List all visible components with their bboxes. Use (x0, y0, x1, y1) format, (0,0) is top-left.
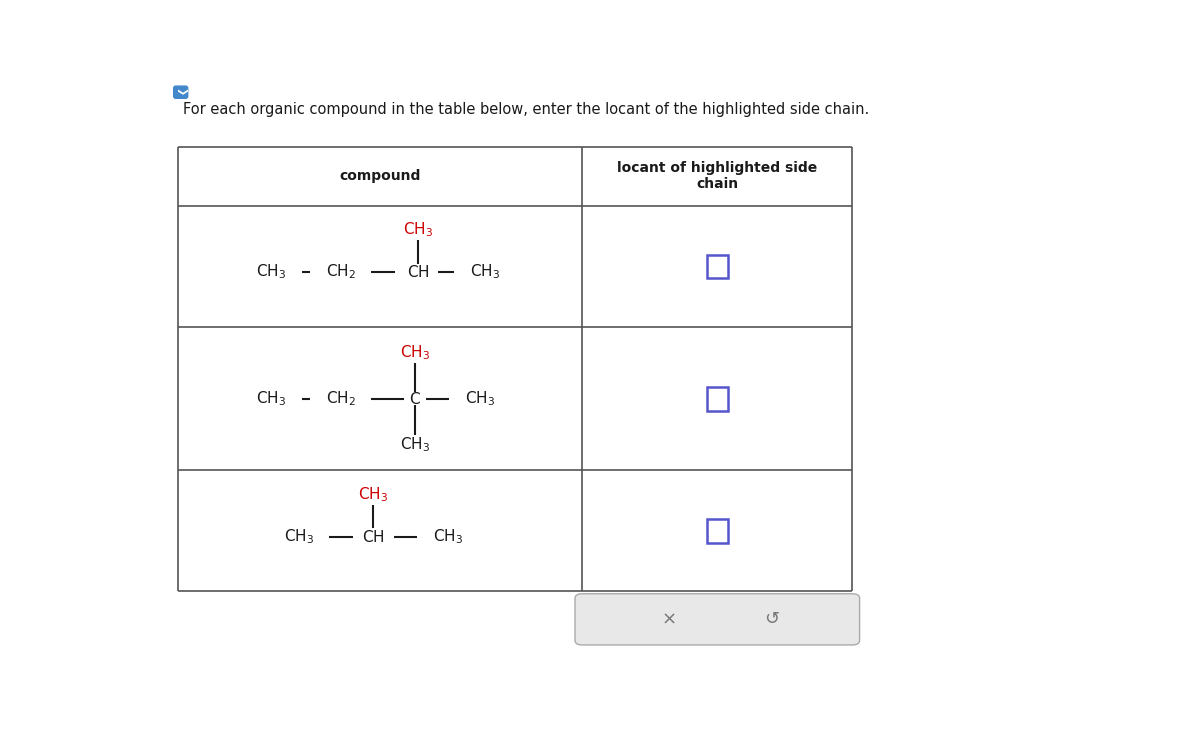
Text: $\mathregular{CH_2}$: $\mathregular{CH_2}$ (325, 390, 355, 408)
Text: ↺: ↺ (763, 610, 779, 629)
Text: $\mathregular{CH_3}$: $\mathregular{CH_3}$ (256, 390, 286, 408)
Text: $\mathregular{CH_3}$: $\mathregular{CH_3}$ (283, 527, 314, 546)
Text: compound: compound (340, 170, 421, 183)
Text: $\mathregular{CH_3}$: $\mathregular{CH_3}$ (466, 390, 496, 408)
Text: For each organic compound in the table below, enter the locant of the highlighte: For each organic compound in the table b… (182, 102, 869, 117)
Bar (707, 387, 727, 411)
Text: $\mathregular{CH_3}$: $\mathregular{CH_3}$ (358, 485, 389, 504)
Text: $\mathregular{CH_3}$: $\mathregular{CH_3}$ (256, 262, 286, 281)
FancyBboxPatch shape (575, 594, 859, 645)
Text: $\mathregular{CH}$: $\mathregular{CH}$ (362, 529, 384, 545)
Text: $\mathregular{CH_2}$: $\mathregular{CH_2}$ (325, 262, 355, 281)
Text: $\mathregular{CH_3}$: $\mathregular{CH_3}$ (469, 262, 500, 281)
Text: $\mathregular{CH_3}$: $\mathregular{CH_3}$ (403, 221, 433, 239)
Text: ×: × (661, 610, 677, 629)
Bar (707, 519, 727, 543)
Text: $\mathregular{CH}$: $\mathregular{CH}$ (407, 264, 430, 280)
Bar (707, 254, 727, 279)
Text: ❯: ❯ (175, 88, 186, 96)
Text: $\mathregular{CH_3}$: $\mathregular{CH_3}$ (400, 343, 430, 362)
Text: $\mathregular{CH_3}$: $\mathregular{CH_3}$ (400, 436, 430, 454)
Text: locant of highlighted side
chain: locant of highlighted side chain (617, 162, 817, 192)
Text: $\mathregular{C}$: $\mathregular{C}$ (409, 390, 421, 406)
Text: $\mathregular{CH_3}$: $\mathregular{CH_3}$ (432, 527, 463, 546)
